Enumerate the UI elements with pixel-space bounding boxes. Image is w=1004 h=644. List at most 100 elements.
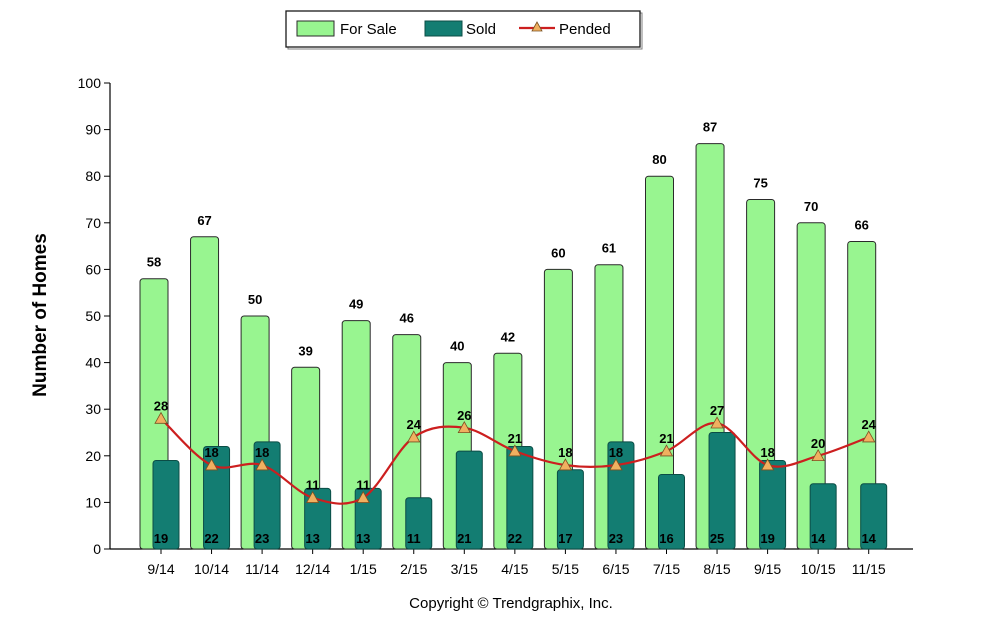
- pended-value-label: 18: [255, 445, 269, 460]
- pended-marker: [508, 444, 522, 457]
- legend-label-for-sale: For Sale: [340, 21, 397, 38]
- pended-value-label: 11: [356, 478, 370, 493]
- x-tick-label: 7/15: [653, 561, 680, 577]
- y-tick-label: 30: [85, 401, 101, 417]
- y-tick-label: 60: [85, 261, 101, 277]
- x-tick-label: 2/15: [400, 561, 427, 577]
- pended-value-label: 11: [306, 478, 320, 493]
- for-sale-value-label: 58: [147, 255, 161, 270]
- sold-value-label: 25: [710, 531, 724, 546]
- pended-value-label: 28: [154, 399, 168, 414]
- sold-bar: [203, 445, 231, 550]
- pended-marker: [609, 458, 623, 471]
- x-tick-label: 3/15: [451, 561, 478, 577]
- for-sale-value-label: 87: [703, 120, 717, 135]
- y-tick-label: 100: [78, 75, 102, 91]
- y-axis-title: Number of Homes: [30, 233, 51, 397]
- for-sale-value-label: 46: [400, 311, 414, 326]
- sold-value-label: 23: [609, 531, 623, 546]
- for-sale-value-label: 40: [450, 339, 464, 354]
- x-tick-label: 9/15: [754, 561, 781, 577]
- x-tick-label: 10/14: [194, 561, 229, 577]
- pended-value-label: 21: [508, 431, 522, 446]
- bars: [139, 143, 888, 550]
- data-labels: 58 67 50 39 49 46 40 42 60 61 80 87 75 70 66 19 22 23 13 13…: [147, 120, 877, 546]
- legend-swatch-for-sale: [296, 20, 335, 37]
- legend-swatch-pended-marker: [531, 21, 543, 32]
- sold-value-label: 13: [356, 531, 370, 546]
- for-sale-value-label: 39: [298, 343, 312, 358]
- sold-value-label: 14: [861, 531, 876, 546]
- for-sale-value-label: 80: [652, 152, 666, 167]
- y-tick-label: 10: [85, 494, 101, 510]
- sold-value-label: 19: [154, 531, 168, 546]
- sold-value-label: 23: [255, 531, 269, 546]
- pended-marker: [558, 458, 573, 471]
- pended-value-label: 24: [861, 417, 876, 432]
- pended-marker: [407, 430, 421, 443]
- sold-bar: [455, 450, 483, 550]
- x-tick-label: 1/15: [350, 561, 377, 577]
- pended-marker: [356, 490, 370, 503]
- pended-line-group: [154, 411, 876, 505]
- pended-marker: [710, 416, 724, 429]
- legend-label-sold: Sold: [466, 21, 496, 38]
- y-tick-label: 50: [85, 308, 101, 324]
- y-tick-label: 90: [85, 122, 101, 138]
- sold-bar: [405, 497, 433, 550]
- sold-value-label: 21: [457, 531, 471, 546]
- pended-marker: [154, 411, 168, 424]
- pended-marker: [862, 430, 876, 443]
- x-tick-label: 11/14: [245, 561, 279, 577]
- for-sale-value-label: 50: [248, 292, 262, 307]
- y-tick-label: 80: [85, 168, 101, 184]
- sold-value-label: 13: [305, 531, 319, 546]
- x-tick-label: 4/15: [501, 561, 528, 577]
- pended-marker: [305, 490, 320, 503]
- y-tick-label: 0: [93, 541, 101, 557]
- y-tick-label: 70: [85, 215, 101, 231]
- pended-value-label: 21: [659, 431, 673, 446]
- pended-value-label: 18: [204, 445, 218, 460]
- legend-box: [285, 10, 641, 48]
- x-tick-label: 12/14: [295, 561, 330, 577]
- sold-value-label: 22: [204, 531, 218, 546]
- sold-value-label: 17: [558, 531, 572, 546]
- pended-marker: [457, 421, 471, 434]
- sold-value-label: 22: [508, 531, 522, 546]
- y-tick-label: 20: [85, 448, 101, 464]
- pended-value-label: 18: [760, 445, 774, 460]
- x-tick-label: 5/15: [552, 561, 579, 577]
- for-sale-value-label: 49: [349, 297, 363, 312]
- y-tick-label: 40: [85, 355, 101, 371]
- for-sale-value-label: 42: [501, 329, 515, 344]
- pended-value-label: 27: [710, 403, 724, 418]
- pended-value-label: 20: [811, 436, 825, 451]
- for-sale-value-label: 67: [197, 213, 211, 228]
- sold-value-label: 14: [811, 531, 826, 546]
- for-sale-value-label: 61: [602, 241, 616, 256]
- x-tick-label: 8/15: [703, 561, 730, 577]
- pended-marker: [760, 458, 775, 471]
- for-sale-value-label: 70: [804, 199, 818, 214]
- pended-value-label: 18: [609, 445, 623, 460]
- for-sale-value-label: 66: [854, 217, 868, 232]
- pended-value-label: 24: [407, 417, 422, 432]
- pended-marker: [659, 444, 674, 457]
- copyright-text: Copyright © Trendgraphix, Inc.: [409, 595, 613, 612]
- x-tick-label: 10/15: [801, 561, 836, 577]
- x-tick-label: 9/14: [147, 561, 174, 577]
- pended-value-label: 18: [558, 445, 572, 460]
- sold-value-label: 16: [659, 531, 673, 546]
- sold-bar: [809, 483, 837, 550]
- sold-value-label: 11: [407, 531, 421, 546]
- pended-marker: [811, 448, 825, 462]
- pended-marker: [204, 458, 219, 471]
- legend: For Sale Sold Pended: [285, 10, 643, 50]
- sold-bar: [708, 432, 736, 550]
- sold-bar: [152, 459, 180, 550]
- sold-bar: [354, 487, 382, 550]
- legend-swatch-sold: [424, 20, 463, 37]
